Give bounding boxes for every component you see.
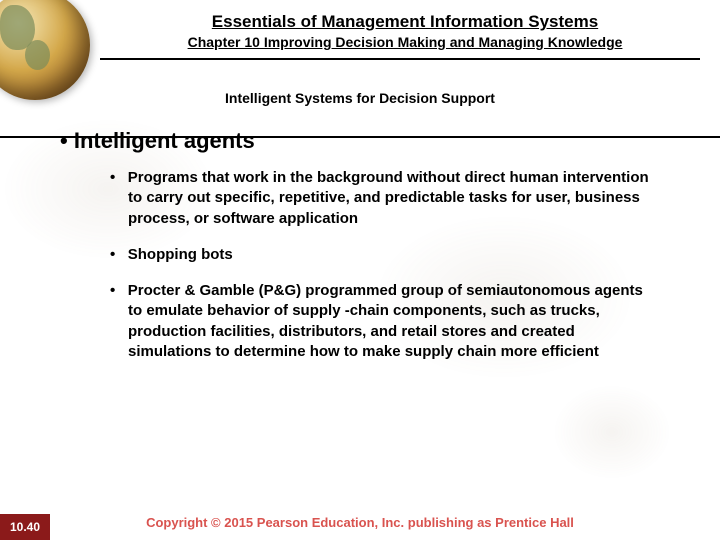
slide-header: Essentials of Management Information Sys…: [0, 0, 720, 50]
sub-bullet: Procter & Gamble (P&G) programmed group …: [110, 281, 650, 362]
section-title: Intelligent Systems for Decision Support: [0, 90, 720, 106]
slide-number-badge: 10.40: [0, 514, 50, 540]
slide-footer: Copyright © 2015 Pearson Education, Inc.…: [0, 514, 720, 532]
sub-bullet: Programs that work in the background wit…: [110, 168, 650, 229]
slide-number: 10.40: [10, 520, 40, 534]
sub-bullet: Shopping bots: [110, 245, 650, 265]
chapter-title: Chapter 10 Improving Decision Making and…: [110, 34, 700, 50]
main-bullet: Intelligent agents: [60, 128, 680, 154]
slide-content: Intelligent agents Programs that work in…: [0, 106, 720, 362]
book-title: Essentials of Management Information Sys…: [110, 12, 700, 32]
copyright-text: Copyright © 2015 Pearson Education, Inc.…: [146, 515, 574, 530]
header-rule: [100, 58, 700, 60]
